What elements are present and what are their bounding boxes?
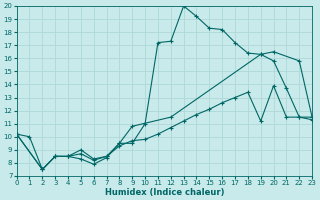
X-axis label: Humidex (Indice chaleur): Humidex (Indice chaleur) (105, 188, 224, 197)
